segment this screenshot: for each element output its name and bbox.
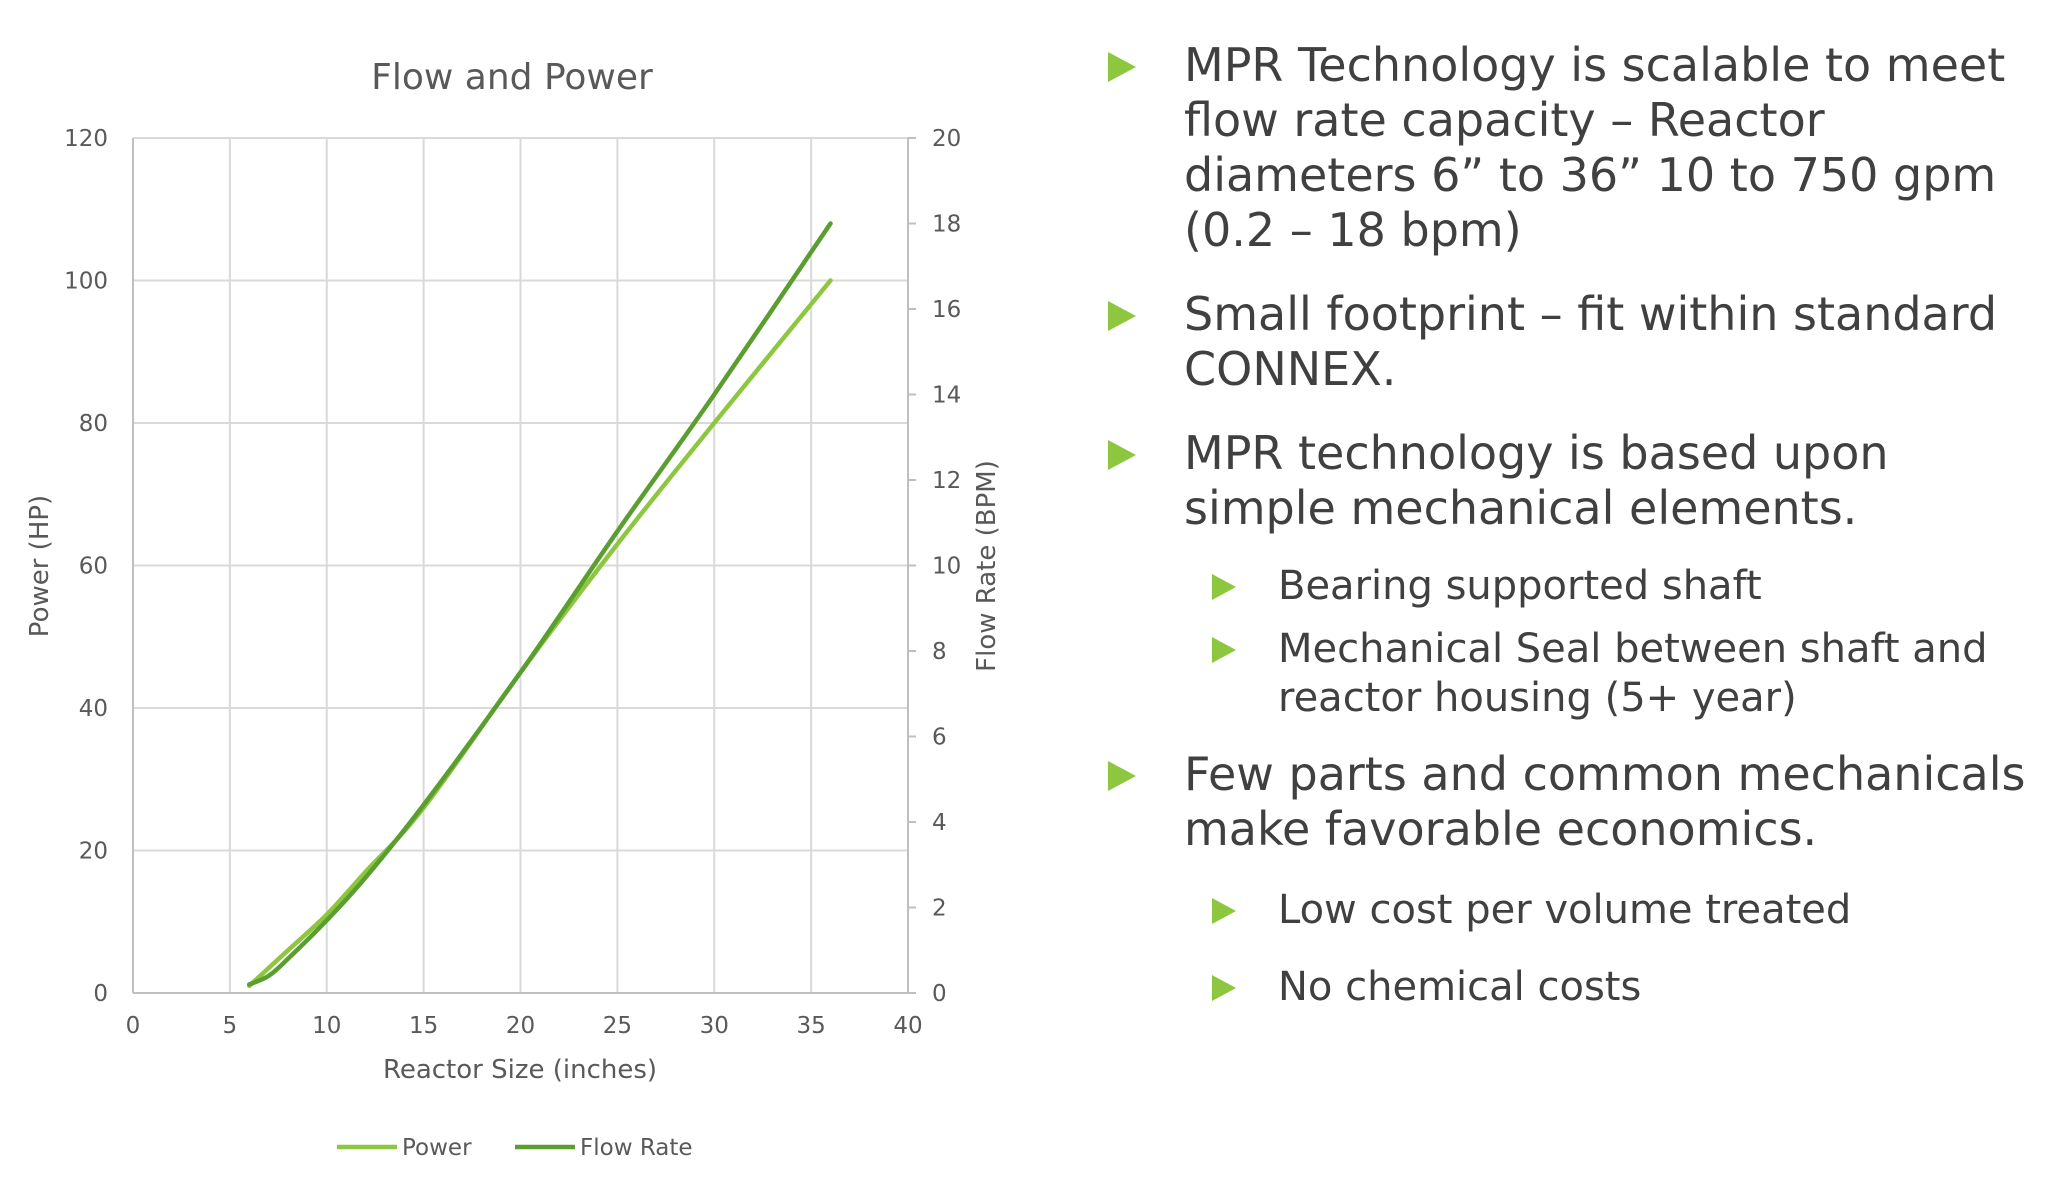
y2-tick-label: 6	[932, 725, 947, 751]
y-tick-label: 120	[64, 126, 108, 152]
bullet-text: Few parts and common mechanicals make fa…	[1184, 747, 2026, 856]
bullet-text: No chemical costs	[1278, 964, 1642, 1010]
bullet-text: Low cost per volume treated	[1278, 887, 1852, 933]
bullet-item: Mechanical Seal between shaft and reacto…	[1100, 625, 2040, 723]
y2-tick-label: 2	[932, 896, 947, 922]
bullet-item: No chemical costs	[1100, 963, 2040, 1012]
triangle-bullet-icon	[1212, 975, 1236, 1001]
y-tick-label: 20	[79, 839, 108, 865]
bullet-item: Low cost per volume treated	[1100, 886, 2040, 935]
x-axis-label: Reactor Size (inches)	[383, 1055, 657, 1085]
flow-power-chart: Flow and Power 0 5 10 15 20 25 30 35 40020406080…	[25, 57, 1002, 1161]
series-line-power	[247, 278, 833, 989]
bullet-text: MPR Technology is scalable to meet flow …	[1184, 38, 2006, 257]
x-tick-label: 25	[603, 1013, 632, 1039]
bullet-text: Bearing supported shaft	[1278, 563, 1762, 609]
y2-tick-label: 20	[932, 126, 961, 152]
triangle-bullet-icon	[1212, 574, 1236, 600]
x-tick-label: 40	[893, 1013, 922, 1039]
y-tick-label: 60	[79, 554, 108, 580]
y2-tick-label: 18	[932, 212, 961, 238]
bullet-text: Mechanical Seal between shaft and reacto…	[1278, 626, 1988, 721]
x-tick-label: 10	[312, 1013, 341, 1039]
triangle-bullet-icon	[1108, 761, 1136, 791]
legend-label: Power	[402, 1135, 472, 1161]
triangle-bullet-icon	[1212, 898, 1236, 924]
y2-tick-label: 16	[932, 297, 961, 323]
chart-title: Flow and Power	[371, 57, 653, 98]
x-tick-label: 20	[506, 1013, 535, 1039]
y2-tick-label: 8	[932, 639, 947, 665]
y-tick-label: 100	[64, 269, 108, 295]
y-tick-label: 0	[93, 981, 108, 1007]
series-line-flow-rate	[247, 221, 833, 987]
x-tick-label: 15	[409, 1013, 438, 1039]
legend-label: Flow Rate	[580, 1135, 693, 1161]
y-axis-label: Power (HP)	[25, 495, 55, 637]
triangle-bullet-icon	[1108, 440, 1136, 470]
bullet-item: Bearing supported shaft	[1100, 562, 2040, 611]
y2-axis-label: Flow Rate (BPM)	[972, 460, 1002, 672]
x-tick-label: 0	[126, 1013, 141, 1039]
x-tick-label: 5	[223, 1013, 238, 1039]
y2-tick-label: 0	[932, 981, 947, 1007]
x-tick-label: 35	[796, 1013, 825, 1039]
y2-tick-label: 14	[932, 383, 961, 409]
y-tick-label: 40	[79, 696, 108, 722]
y2-tick-label: 4	[932, 810, 947, 836]
triangle-bullet-icon	[1212, 637, 1236, 663]
triangle-bullet-icon	[1108, 52, 1136, 82]
y-tick-label: 80	[79, 411, 108, 437]
bullet-item: MPR technology is based upon simple mech…	[1100, 426, 2040, 536]
triangle-bullet-icon	[1108, 301, 1136, 331]
bullet-item: Small footprint – fit within standard CO…	[1100, 287, 2040, 397]
y2-tick-label: 10	[932, 554, 961, 580]
y2-tick-label: 12	[932, 468, 961, 494]
bullet-list: MPR Technology is scalable to meet flow …	[1100, 38, 2040, 1040]
bullet-text: MPR technology is based upon simple mech…	[1184, 426, 1889, 535]
x-tick-label: 30	[700, 1013, 729, 1039]
bullet-item: Few parts and common mechanicals make fa…	[1100, 747, 2040, 857]
bullet-item: MPR Technology is scalable to meet flow …	[1100, 38, 2040, 258]
bullet-text: Small footprint – fit within standard CO…	[1184, 287, 1998, 396]
